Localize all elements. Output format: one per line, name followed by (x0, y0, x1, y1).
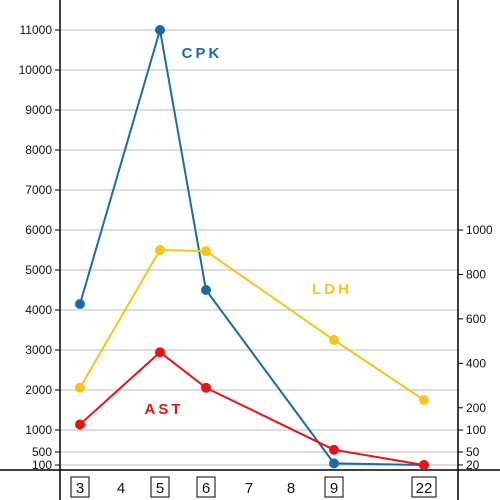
left-tick-label: 11000 (20, 23, 53, 37)
right-tick-label: 600 (466, 312, 486, 326)
x-tick-label: 3 (76, 480, 84, 497)
left-tick-label: 2000 (25, 383, 52, 397)
right-tick-label: 50 (466, 445, 480, 459)
left-tick-label: 1000 (25, 423, 52, 437)
data-point-cpk (329, 458, 339, 469)
series-lines (75, 25, 429, 470)
series-labels: CPK LDH AST (145, 45, 352, 418)
x-tick-label: 8 (287, 480, 295, 497)
right-tick-label: 800 (466, 267, 486, 281)
left-tick-label: 9000 (25, 103, 52, 117)
right-tick-label: 400 (466, 356, 486, 370)
data-point-ldh (75, 382, 85, 393)
x-tick-box (70, 476, 90, 498)
left-tick-label: 8000 (25, 143, 52, 157)
series-line-cpk (79, 29, 425, 466)
data-point-ast (329, 444, 339, 455)
left-tick-label: 7000 (25, 183, 52, 197)
x-tick-label: 5 (156, 480, 164, 497)
data-point-cpk (75, 299, 85, 309)
left-tick-label: 100 (32, 458, 52, 472)
data-point-ldh (419, 395, 429, 405)
left-tick-label: 5000 (25, 263, 52, 277)
right-tick-label: 1000 (466, 223, 493, 237)
x-tick-box (411, 476, 437, 498)
x-tick-label: 6 (202, 480, 210, 497)
series-line-ast (79, 351, 425, 466)
left-tick-label: 10000 (19, 63, 53, 77)
x-tick-box (150, 476, 170, 498)
data-point-ast (419, 460, 429, 470)
series-label-ast: AST (145, 401, 184, 418)
data-point-ast (75, 419, 85, 430)
x-tick-label: 4 (117, 480, 125, 497)
x-tick-label: 9 (330, 480, 338, 497)
left-tick-label: 6000 (25, 223, 52, 237)
x-tick-label: 22 (416, 480, 433, 497)
right-tick-label: 200 (466, 401, 486, 415)
data-point-cpk (201, 285, 211, 295)
data-point-ast (155, 347, 165, 358)
data-point-ast (201, 382, 211, 393)
data-point-ldh (155, 245, 165, 255)
right-tick-label: 100 (466, 423, 486, 437)
data-point-ldh (201, 246, 211, 257)
left-tick-label: 500 (32, 445, 52, 459)
data-point-ldh (329, 335, 339, 345)
left-tick-label: 3000 (25, 343, 52, 357)
right-tick-label: 20 (466, 458, 480, 472)
x-tick-label: 7 (245, 480, 253, 497)
grid-lines (60, 29, 458, 466)
x-tick-box (196, 476, 216, 498)
x-tick-box (324, 476, 344, 498)
series-label-ldh: LDH (312, 281, 352, 298)
data-point-cpk (155, 25, 165, 35)
series-label-cpk: CPK (182, 45, 223, 62)
left-tick-label: 4000 (25, 303, 52, 317)
